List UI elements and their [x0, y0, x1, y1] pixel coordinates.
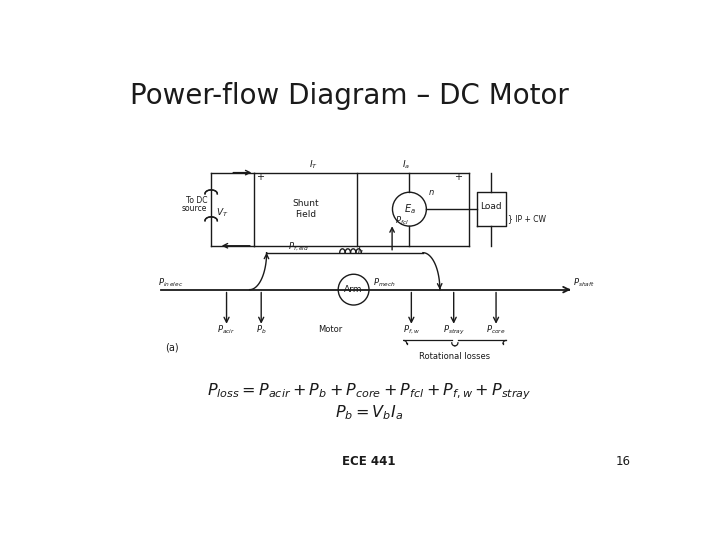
Text: } IP + CW: } IP + CW: [508, 214, 546, 223]
Text: $P_{f,eld}$: $P_{f,eld}$: [288, 240, 309, 253]
Text: To DC: To DC: [186, 196, 207, 205]
Text: Power-flow Diagram – DC Motor: Power-flow Diagram – DC Motor: [130, 82, 570, 110]
Text: Rotational losses: Rotational losses: [419, 352, 490, 361]
Text: +: +: [256, 172, 264, 183]
Text: Motor: Motor: [318, 325, 343, 334]
Text: ECE 441: ECE 441: [342, 455, 396, 468]
Text: +: +: [454, 172, 462, 183]
Text: $P_b$: $P_b$: [256, 324, 266, 336]
Text: $V_T$: $V_T$: [217, 206, 229, 219]
Text: source: source: [182, 204, 207, 213]
Text: $I_a$: $I_a$: [402, 159, 410, 172]
Text: $P_{in\,elec}$: $P_{in\,elec}$: [158, 276, 184, 288]
Text: 16: 16: [616, 455, 631, 468]
Text: $P_{core}$: $P_{core}$: [486, 324, 506, 336]
Text: $P_{fcl}$: $P_{fcl}$: [395, 214, 409, 227]
Circle shape: [338, 274, 369, 305]
Text: $P_{loss} = P_{acir} + P_b + P_{core} + P_{fcl} + P_{f,w} + P_{stray}$: $P_{loss} = P_{acir} + P_b + P_{core} + …: [207, 382, 531, 402]
Text: $P_{f,w}$: $P_{f,w}$: [403, 324, 420, 336]
Text: $P_{mech}$: $P_{mech}$: [373, 276, 396, 288]
Text: $I_f$: $I_f$: [357, 245, 365, 257]
Text: $P_b = V_b I_a$: $P_b = V_b I_a$: [335, 403, 403, 422]
Text: n: n: [428, 187, 434, 197]
Text: $P_{shaft}$: $P_{shaft}$: [573, 276, 595, 288]
Text: Shunt
Field: Shunt Field: [292, 199, 319, 219]
Text: $P_{acir}$: $P_{acir}$: [217, 324, 235, 336]
Text: $I_T$: $I_T$: [309, 159, 318, 172]
Text: (a): (a): [165, 342, 179, 352]
Text: $E_a$: $E_a$: [403, 202, 415, 216]
Text: $P_{stray}$: $P_{stray}$: [443, 324, 464, 338]
Text: Load: Load: [481, 201, 503, 211]
Text: Arm: Arm: [344, 285, 363, 294]
